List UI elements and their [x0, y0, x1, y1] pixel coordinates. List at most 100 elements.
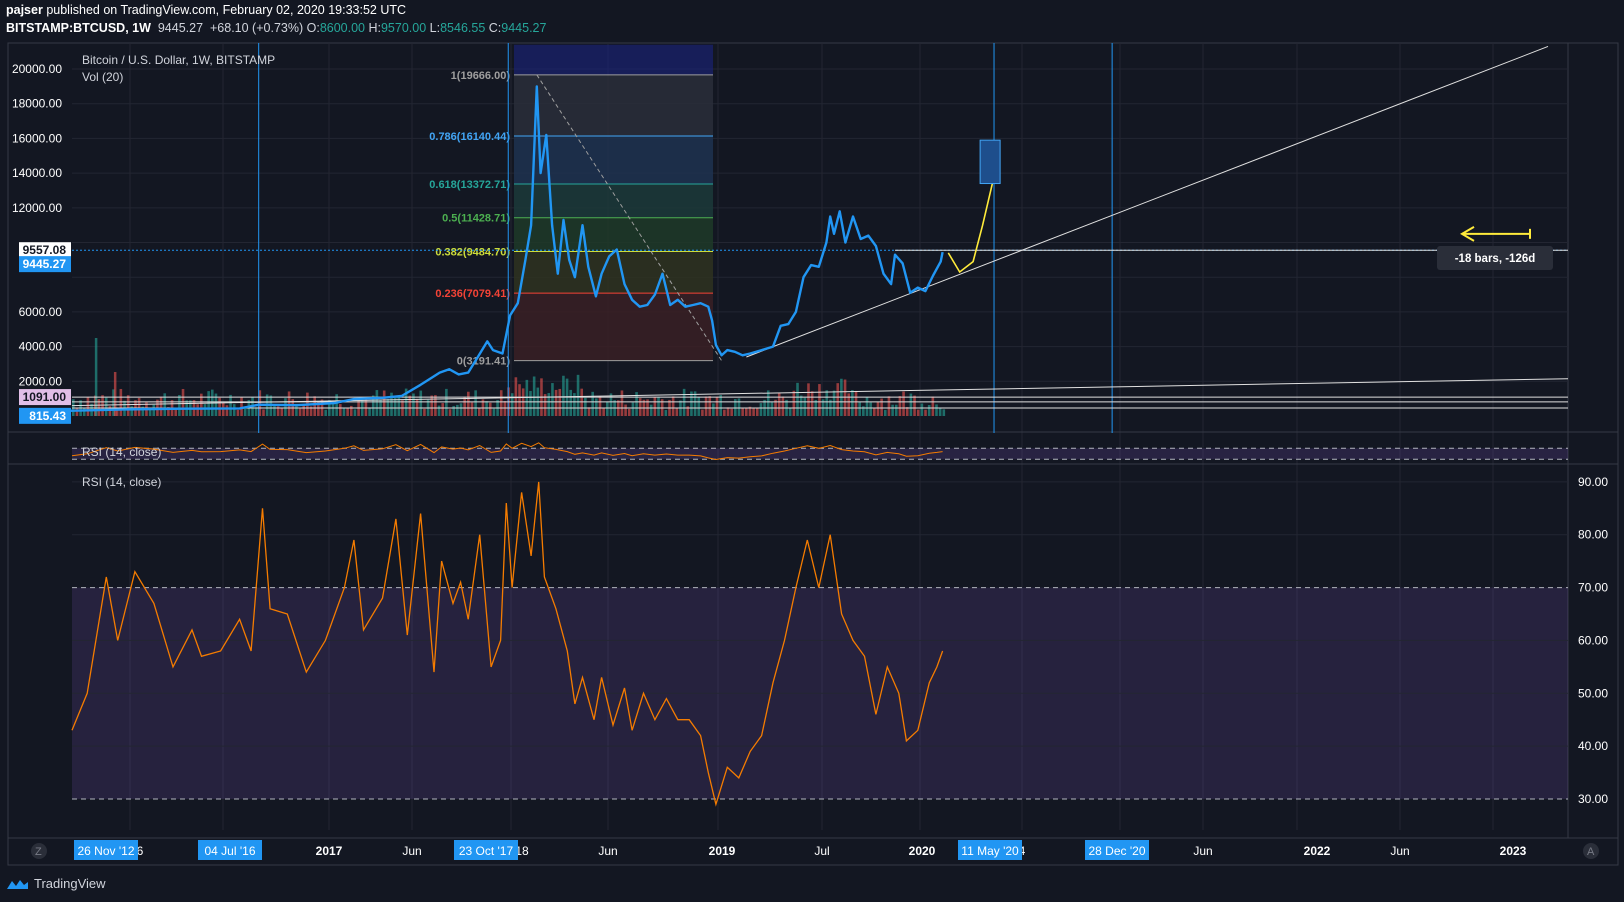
fib-level-label: 0.382(9484.70) — [435, 246, 510, 258]
volume-bar — [649, 404, 653, 416]
rsi-tick-label: 40.00 — [1578, 739, 1608, 753]
volume-bar — [730, 408, 733, 416]
volume-bar — [894, 404, 898, 416]
volume-bar — [606, 401, 609, 416]
price-lines: -18 bars, -126d — [68, 43, 1569, 433]
volume-bar — [810, 391, 814, 416]
volume-bar — [280, 408, 284, 416]
volume-bar — [697, 397, 701, 416]
volume-bar — [843, 379, 847, 416]
volume-bar — [755, 407, 759, 416]
volume-bar — [657, 397, 660, 416]
volume-bar — [862, 406, 865, 416]
volume-bar — [525, 379, 529, 416]
timezone-button[interactable] — [31, 843, 47, 859]
close-value: 9445.27 — [501, 21, 547, 35]
volume-bar — [891, 404, 894, 416]
volume-bar — [796, 382, 799, 416]
volume-bar — [295, 403, 298, 416]
publish-line: pajser published on TradingView.com, Feb… — [6, 3, 406, 17]
brand-name: TradingView — [34, 876, 106, 891]
volume-bar — [836, 383, 840, 416]
rsi-line — [71, 481, 944, 807]
price-tick-label: 16000.00 — [12, 131, 62, 145]
volume-bar — [104, 397, 108, 416]
volume-bar — [148, 408, 152, 416]
volume-bar — [576, 374, 580, 416]
volume-bar — [313, 396, 317, 416]
volume-bar — [883, 409, 887, 416]
volume-bar — [653, 397, 657, 416]
volume-bar — [200, 393, 203, 416]
volume-bar — [807, 383, 810, 416]
rsi-small-line — [71, 442, 943, 461]
volume-bar — [335, 394, 338, 416]
volume-bar — [309, 406, 313, 416]
price-tick-label: 2000.00 — [19, 374, 63, 388]
high-value: 9570.00 — [380, 21, 427, 35]
author-name[interactable]: pajser — [6, 3, 43, 17]
fib-band — [514, 293, 713, 361]
volume-bar — [935, 404, 938, 416]
volume-bar — [744, 408, 748, 416]
volume-bar — [715, 396, 719, 416]
volume-bar — [152, 404, 156, 416]
volume-bar — [108, 406, 112, 416]
volume-bar — [682, 388, 686, 416]
volume-bar — [664, 409, 668, 416]
volume-bar — [262, 409, 265, 416]
volume-bar — [225, 405, 229, 416]
fib-level-label: 0.786(16140.44) — [429, 131, 510, 143]
time-highlight-label: 04 Jul '16 — [205, 844, 256, 858]
rsi-legend: RSI (14, close) — [82, 475, 161, 489]
volume-bar — [346, 408, 349, 416]
volume-bar — [159, 396, 163, 416]
time-tick-label: 2020 — [909, 844, 936, 858]
volume-bar — [441, 403, 445, 416]
footer-brand[interactable]: TradingView — [6, 876, 106, 891]
volume-bar — [276, 406, 280, 416]
volume-bar — [624, 404, 627, 416]
fib-level-label: 0.236(7079.41) — [435, 288, 510, 300]
volume-bar — [587, 407, 591, 416]
volume-legend: Vol (20) — [82, 70, 123, 84]
volume-bar — [331, 402, 335, 416]
volume-bar — [920, 403, 924, 416]
time-highlight — [198, 840, 262, 860]
volume-bar — [485, 401, 488, 416]
price-tick-label: 18000.00 — [12, 97, 62, 111]
volume-bar — [924, 409, 927, 416]
volume-bar — [916, 409, 920, 416]
price-tick-label: 20000.00 — [12, 62, 62, 76]
time-tick-label: 18 — [515, 844, 529, 858]
volume-bar — [232, 404, 236, 416]
fib-band — [514, 74, 713, 136]
arrow-head — [1460, 225, 1475, 242]
time-highlight — [958, 840, 1022, 860]
rsi-tick-label: 90.00 — [1578, 475, 1608, 489]
rsi-tick-label: 60.00 — [1578, 633, 1608, 647]
volume-bar — [942, 409, 946, 416]
price-line — [68, 85, 944, 412]
volume-bar — [595, 398, 598, 416]
volume-bar — [229, 394, 232, 416]
volume-bar — [364, 398, 368, 416]
high-label: H: — [368, 21, 381, 35]
rsi-tick-label: 50.00 — [1578, 686, 1608, 700]
volume-bar — [693, 391, 697, 416]
volume-bar — [876, 401, 880, 416]
fib-retracement[interactable]: 1(19666.00) 0.786(16140.44) 0.618(13372.71… — [429, 44, 723, 368]
volume-bar — [543, 394, 547, 416]
volume-bar — [902, 391, 905, 416]
auto-scale-button[interactable] — [1583, 843, 1599, 859]
open-label: O: — [306, 21, 320, 35]
volume-bar — [562, 375, 565, 416]
volume-bar — [101, 395, 104, 416]
volume-bar — [112, 389, 115, 416]
volume-bar — [452, 405, 455, 416]
volume-bar — [82, 408, 86, 416]
volume-bar — [518, 384, 521, 416]
rsi-small-legend: RSI (14, close) — [82, 445, 161, 459]
time-highlight — [74, 840, 138, 860]
